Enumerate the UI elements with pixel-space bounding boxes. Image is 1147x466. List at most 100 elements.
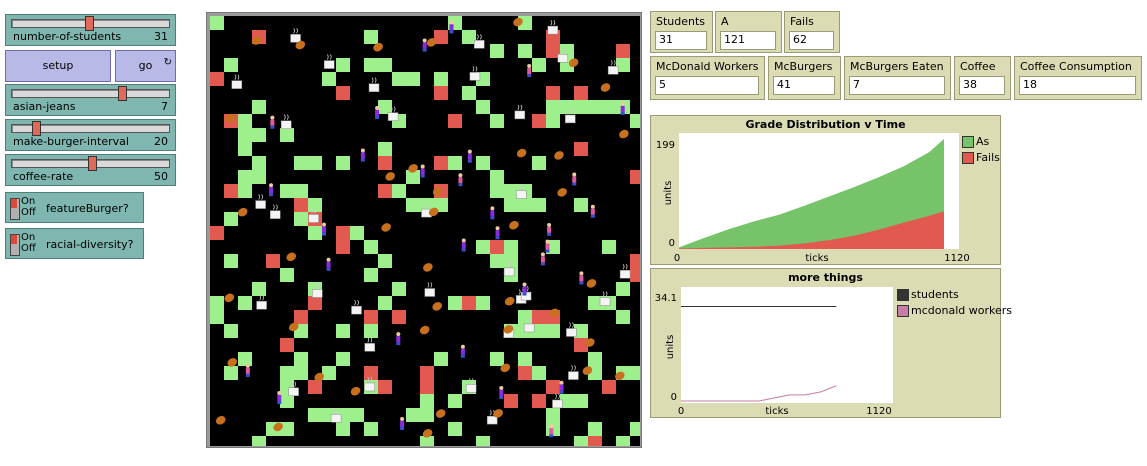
- burger-icon: [381, 223, 391, 232]
- slider-track[interactable]: [11, 124, 170, 133]
- burger-icon: [422, 429, 433, 438]
- burger-icon: [432, 187, 443, 196]
- burger-icon: [516, 148, 527, 158]
- x-min-label: 0: [678, 406, 684, 417]
- y-max-label: 34.1: [655, 293, 677, 304]
- student-icon: [269, 183, 274, 197]
- y-axis-label: units: [665, 335, 676, 360]
- coffee-cup-icon: [557, 48, 569, 63]
- toggle-switch[interactable]: [10, 198, 20, 220]
- slider-thumb[interactable]: [88, 156, 97, 171]
- world-patches: [210, 16, 640, 446]
- burger-icon: [426, 38, 437, 47]
- burger-icon: [350, 386, 361, 396]
- coffee-cup-icon: [280, 114, 292, 129]
- burger-icon: [615, 371, 625, 381]
- plot-title: more things: [788, 271, 863, 284]
- burger-icon: [504, 296, 515, 306]
- student-icon: [422, 38, 427, 52]
- coffee-cup-icon: [368, 77, 380, 92]
- coffee-cup-icon: [323, 54, 335, 69]
- burger-icon: [273, 422, 283, 432]
- monitor-coffee: Coffee 38: [954, 56, 1011, 100]
- slider-value: 50: [154, 170, 168, 183]
- burger-icon: [500, 363, 511, 373]
- coffee-cup-icon: [503, 261, 515, 277]
- coffee-cup-icon: [330, 407, 342, 423]
- student-icon: [396, 332, 401, 346]
- student-icon: [270, 115, 275, 129]
- coffee-cup-icon: [364, 337, 375, 352]
- slider-asian-jeans[interactable]: asian-jeans 7: [5, 84, 176, 116]
- coffee-cup-icon: [312, 283, 323, 298]
- coffee-cup-icon: [516, 184, 527, 199]
- coffee-cup-icon: [619, 264, 631, 279]
- slider-make-burger-interval[interactable]: make-burger-interval 20: [5, 119, 176, 151]
- student-icon: [360, 148, 365, 162]
- monitor-value: 62: [789, 31, 834, 50]
- burger-icon: [586, 279, 597, 288]
- series-line-mcdonald-workers: [681, 385, 837, 402]
- burger-icon: [513, 17, 523, 27]
- plot-grade-distribution[interactable]: Grade Distribution v Time 199 0 0 1120 t…: [650, 115, 1001, 265]
- student-icon: [590, 204, 595, 218]
- monitor-students: Students 31: [650, 11, 713, 53]
- burger-icon: [557, 188, 567, 197]
- coffee-cup-icon: [566, 322, 577, 337]
- student-icon: [522, 282, 527, 296]
- burger-icon: [286, 252, 297, 262]
- coffee-cup-icon: [256, 295, 267, 310]
- burger-icon: [503, 325, 514, 334]
- setup-button[interactable]: setup: [5, 50, 111, 82]
- slider-number-of-students[interactable]: number-of-students 31: [5, 14, 176, 46]
- slider-thumb[interactable]: [31, 121, 41, 136]
- y-max-label: 199: [656, 140, 675, 151]
- burger-icon: [585, 338, 595, 347]
- coffee-cup-icon: [290, 28, 301, 43]
- burger-icon: [423, 263, 433, 272]
- student-icon: [545, 239, 550, 253]
- burger-icon: [251, 36, 262, 45]
- x-max-label: 1120: [866, 406, 891, 417]
- slider-track[interactable]: [11, 89, 170, 98]
- world-canvas[interactable]: [210, 16, 640, 446]
- burger-icon: [582, 366, 593, 375]
- student-icon: [449, 20, 454, 34]
- switch-featureburger[interactable]: On Off featureBurger?: [5, 192, 144, 223]
- burger-icon: [373, 42, 383, 52]
- switch-racial-diversity[interactable]: On Off racial-diversity?: [5, 228, 144, 259]
- coffee-cup-icon: [351, 299, 362, 315]
- toggle-switch[interactable]: [10, 234, 20, 256]
- coffee-cup-icon: [387, 106, 399, 121]
- coffee-cup-icon: [288, 381, 299, 396]
- go-button[interactable]: go ↻: [115, 50, 176, 82]
- burger-icon: [215, 415, 226, 425]
- slider-value: 7: [161, 100, 168, 113]
- world-view[interactable]: [206, 12, 642, 448]
- monitor-a: A 121: [715, 11, 782, 53]
- monitor-value: 38: [959, 76, 1005, 95]
- student-icon: [495, 226, 500, 240]
- slider-thumb[interactable]: [84, 16, 94, 31]
- slider-coffee-rate[interactable]: coffee-rate 50: [5, 154, 176, 186]
- x-max-label: 1120: [944, 253, 969, 264]
- monitor-coffee-consumption: Coffee Consumption 18: [1014, 56, 1142, 100]
- coffee-cup-icon: [469, 66, 481, 81]
- x-axis-label: ticks: [765, 406, 788, 417]
- x-min-label: 0: [674, 253, 680, 264]
- slider-thumb[interactable]: [118, 86, 128, 101]
- coffee-cup-icon: [424, 282, 436, 297]
- burger-icon: [385, 172, 395, 181]
- agent-layer: [215, 17, 631, 438]
- patch-layer: [210, 16, 640, 446]
- plot-more-things[interactable]: more things 34.1 0 0 1120 ticks units st…: [650, 268, 1012, 418]
- slider-label: asian-jeans: [13, 100, 76, 113]
- series-area-fails: [679, 211, 944, 249]
- burger-icon: [227, 358, 238, 367]
- burger-icon: [554, 151, 564, 160]
- burger-icon: [428, 207, 439, 217]
- y-min-label: 0: [671, 392, 677, 403]
- coffee-cup-icon: [565, 108, 576, 124]
- student-icon: [540, 252, 545, 266]
- student-icon: [277, 390, 282, 404]
